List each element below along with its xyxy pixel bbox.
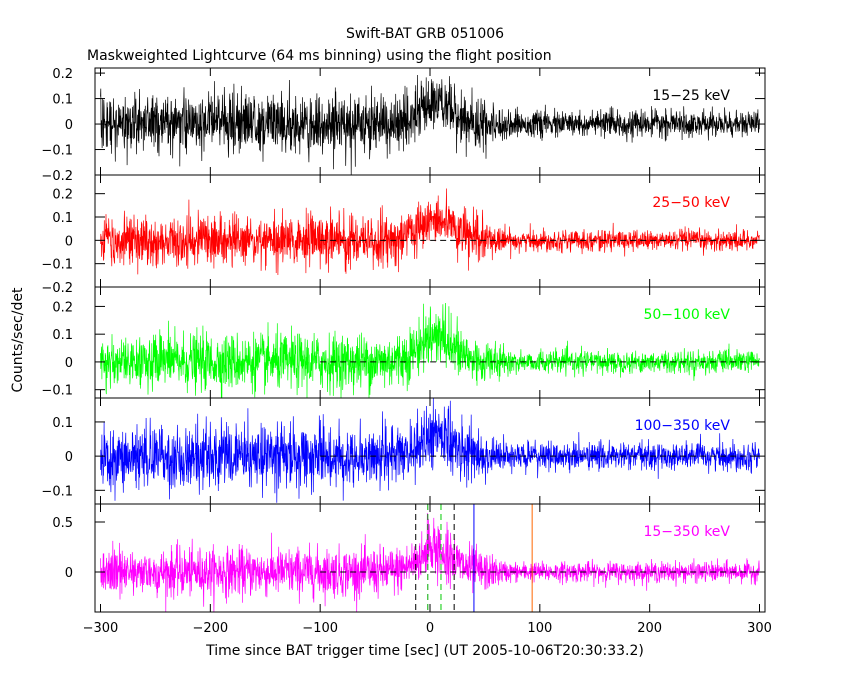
x-tick-label: −200 bbox=[192, 621, 228, 636]
y-tick-label: −0.1 bbox=[41, 258, 73, 273]
y-tick-label: −0.2 bbox=[41, 169, 73, 184]
x-tick-label: −100 bbox=[302, 621, 338, 636]
y-tick-label: 0 bbox=[65, 566, 73, 581]
panels: −0.2 −0.1 0 0.1 0.2 15−25 keV −0.2 −0.1 0 0.1 0.2 2… bbox=[41, 67, 772, 636]
y-tick-label: 0.1 bbox=[52, 328, 73, 343]
y-tick-label: −0.1 bbox=[41, 484, 73, 499]
y-tick-label: 0.2 bbox=[52, 300, 73, 315]
series-label: 15−350 keV bbox=[643, 524, 730, 540]
y-tick-label: 0 bbox=[65, 356, 73, 371]
x-tick-label: −300 bbox=[83, 621, 119, 636]
series-trace bbox=[100, 74, 760, 175]
panel-frame bbox=[94, 174, 766, 288]
y-tick-label: 0.2 bbox=[52, 67, 73, 82]
series-label: 100−350 keV bbox=[635, 418, 731, 434]
x-tick-label: 200 bbox=[637, 621, 662, 636]
panel-1: −0.2 −0.1 0 0.1 0.2 15−25 keV bbox=[41, 67, 766, 184]
y-tick-label: −0.1 bbox=[41, 144, 73, 159]
panel-5: 0 0.5 −300 −200 −100 0 100 200 300 15−350 keV bbox=[52, 503, 772, 636]
series-label: 25−50 keV bbox=[652, 195, 730, 211]
panel-3: −0.1 0 0.1 0.2 50−100 keV bbox=[41, 286, 766, 399]
y-tick-label: −0.2 bbox=[41, 281, 73, 296]
series-label: 50−100 keV bbox=[643, 307, 730, 323]
x-axis-label: Time since BAT trigger time [sec] (UT 20… bbox=[205, 643, 644, 659]
series-trace bbox=[100, 302, 760, 399]
series-label: 15−25 keV bbox=[652, 88, 730, 104]
x-tick-label: 300 bbox=[747, 621, 772, 636]
y-tick-label: 0 bbox=[65, 450, 73, 465]
series-trace bbox=[100, 397, 760, 503]
y-tick-label: 0.1 bbox=[52, 416, 73, 431]
y-tick-label: 0.1 bbox=[52, 211, 73, 226]
panel-frame bbox=[94, 503, 766, 613]
x-tick-label: 0 bbox=[426, 621, 434, 636]
series-trace bbox=[100, 512, 760, 613]
chart-subtitle: Maskweighted Lightcurve (64 ms binning) … bbox=[87, 48, 552, 64]
y-tick-label: −0.1 bbox=[41, 384, 73, 399]
y-tick-label: 0.5 bbox=[52, 516, 73, 531]
chart-title: Swift-BAT GRB 051006 bbox=[346, 26, 504, 42]
y-tick-label: 0.2 bbox=[52, 188, 73, 203]
y-axis-label: Counts/sec/det bbox=[10, 287, 26, 392]
y-tick-label: 0 bbox=[65, 234, 73, 249]
y-tick-label: 0.1 bbox=[52, 93, 73, 108]
panel-2: −0.2 −0.1 0 0.1 0.2 25−50 keV bbox=[41, 174, 766, 296]
x-tick-label: 100 bbox=[527, 621, 552, 636]
y-tick-label: 0 bbox=[65, 118, 73, 133]
panel-4: −0.1 0 0.1 100−350 keV bbox=[41, 397, 766, 505]
series-trace bbox=[100, 188, 760, 276]
